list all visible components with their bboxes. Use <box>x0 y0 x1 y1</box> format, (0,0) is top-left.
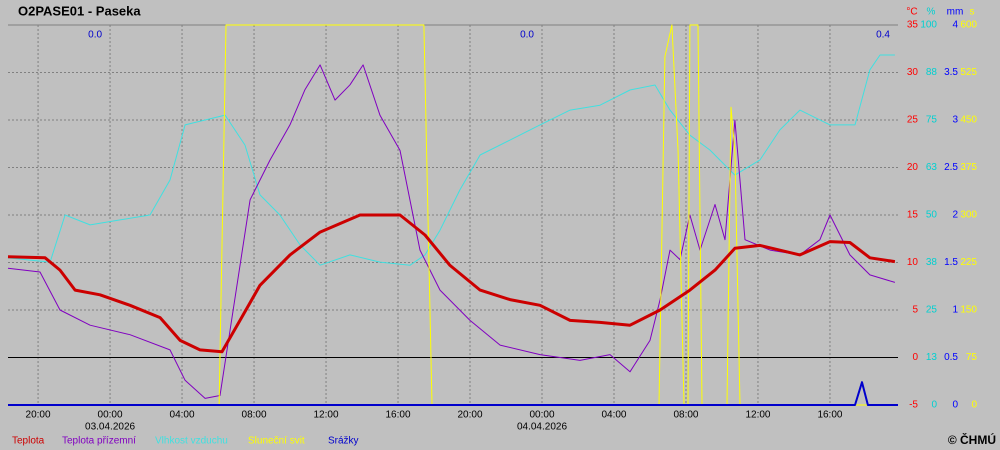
y-tick-label: 2.5 <box>944 162 958 173</box>
copyright: © ČHMÚ <box>948 432 996 447</box>
series-line <box>8 381 898 406</box>
y-tick-label: 35 <box>907 20 919 31</box>
y-tick-label: 3.5 <box>944 67 958 78</box>
legend-entry: Teplota přízemní <box>62 436 136 447</box>
series-line <box>7 213 896 354</box>
y-tick-label: 50 <box>926 210 938 221</box>
y-tick-label: 15 <box>907 210 919 221</box>
x-tick-label: 20:00 <box>26 410 51 421</box>
axis-unit: mm <box>947 7 964 18</box>
y-tick-label: 75 <box>926 115 938 126</box>
y-tick-label: 450 <box>960 115 977 126</box>
legend-entry: Sluneční svit <box>248 436 305 447</box>
x-tick-label: 12:00 <box>314 410 339 421</box>
y-tick-label: 1 <box>952 305 958 316</box>
y-tick-label: 13 <box>926 352 938 363</box>
y-tick-label: 3 <box>952 115 958 126</box>
x-tick-label: 16:00 <box>817 410 842 421</box>
y-tick-label: 75 <box>966 352 978 363</box>
y-tick-label: 38 <box>926 257 938 268</box>
y-tick-label: 0 <box>931 400 937 411</box>
x-tick-label: 08:00 <box>242 410 267 421</box>
series-line <box>7 54 895 266</box>
y-tick-label: 88 <box>926 67 938 78</box>
y-tick-label: 4 <box>952 20 958 31</box>
chart-title: O2PASE01 - Paseka <box>18 3 141 18</box>
legend-entry: Vlhkost vzduchu <box>155 436 228 447</box>
y-tick-label: 30 <box>907 67 919 78</box>
y-tick-label: 63 <box>926 162 938 173</box>
y-tick-label: 0 <box>971 400 977 411</box>
x-tick-label: 04:00 <box>601 410 626 421</box>
y-tick-label: 225 <box>960 257 977 268</box>
annotation: 0.0 <box>520 30 534 41</box>
x-tick-label: 20:00 <box>457 410 482 421</box>
y-tick-label: 525 <box>960 67 977 78</box>
axis-unit: °C <box>906 7 917 18</box>
y-tick-label: 2 <box>952 210 958 221</box>
x-tick-label: 04:00 <box>170 410 195 421</box>
y-tick-label: 10 <box>907 257 919 268</box>
y-tick-label: 100 <box>920 20 937 31</box>
y-tick-label: 5 <box>912 305 918 316</box>
axis-unit: s <box>970 7 975 18</box>
annotation: 0.0 <box>88 30 102 41</box>
date-label: 03.04.2026 <box>85 422 135 433</box>
x-tick-label: 08:00 <box>673 410 698 421</box>
legend-entry: Srážky <box>328 436 359 447</box>
y-tick-label: 600 <box>960 20 977 31</box>
axis-unit: % <box>927 7 936 18</box>
series-line <box>7 64 896 399</box>
y-tick-label: 375 <box>960 162 977 173</box>
annotation: 0.4 <box>876 30 890 41</box>
y-tick-label: 0 <box>952 400 958 411</box>
x-tick-label: 00:00 <box>529 410 554 421</box>
y-tick-label: 1.5 <box>944 257 958 268</box>
legend-entry: Teplota <box>12 436 45 447</box>
y-tick-label: -5 <box>909 400 918 411</box>
y-tick-label: 25 <box>926 305 938 316</box>
y-tick-label: 0 <box>912 352 918 363</box>
x-tick-label: 12:00 <box>745 410 770 421</box>
y-tick-label: 0.5 <box>944 352 958 363</box>
x-tick-label: 16:00 <box>386 410 411 421</box>
date-label: 04.04.2026 <box>517 422 567 433</box>
x-tick-label: 00:00 <box>98 410 123 421</box>
y-tick-label: 25 <box>907 115 919 126</box>
y-tick-label: 300 <box>960 210 977 221</box>
y-tick-label: 20 <box>907 162 919 173</box>
y-tick-label: 150 <box>960 305 977 316</box>
